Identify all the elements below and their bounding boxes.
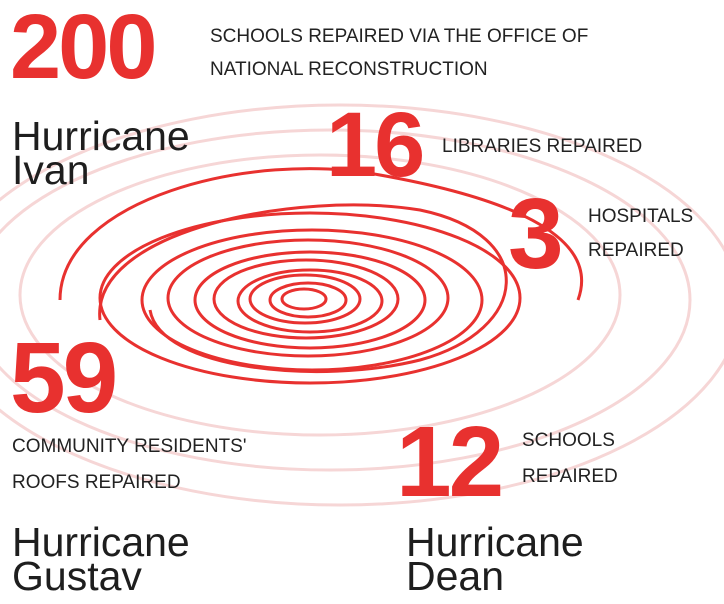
stat-number: 59 bbox=[10, 322, 115, 434]
stat-label: COMMUNITY RESIDENTS' bbox=[12, 436, 246, 457]
stat-number: 12 bbox=[396, 406, 501, 518]
stat-number: 16 bbox=[326, 94, 422, 196]
spiral bbox=[60, 169, 582, 383]
stat-label: HOSPITALS bbox=[588, 206, 693, 227]
stat-number: 3 bbox=[508, 178, 561, 290]
infographic: 200 SCHOOLS REPAIRED VIA THE OFFICE OF NAT… bbox=[0, 0, 724, 604]
hurricane-name: Dean bbox=[406, 553, 504, 599]
stat-label: NATIONAL RECONSTRUCTION bbox=[210, 59, 488, 80]
stat-label: SCHOOLS bbox=[522, 430, 615, 451]
hurricane-name: Gustav bbox=[12, 553, 142, 599]
stat-label: SCHOOLS REPAIRED VIA THE OFFICE OF bbox=[210, 26, 588, 47]
content: 200 SCHOOLS REPAIRED VIA THE OFFICE OF NAT… bbox=[10, 0, 693, 599]
hurricane-name: Ivan bbox=[12, 147, 90, 193]
page: {"stats": [ {"number": 200, "label": ["S… bbox=[0, 0, 724, 604]
stat-label: ROOFS REPAIRED bbox=[12, 472, 181, 493]
stat-label: LIBRARIES REPAIRED bbox=[442, 136, 642, 157]
stat-label: REPAIRED bbox=[522, 466, 618, 487]
stat-label: REPAIRED bbox=[588, 240, 684, 261]
stat-number: 200 bbox=[10, 0, 155, 98]
